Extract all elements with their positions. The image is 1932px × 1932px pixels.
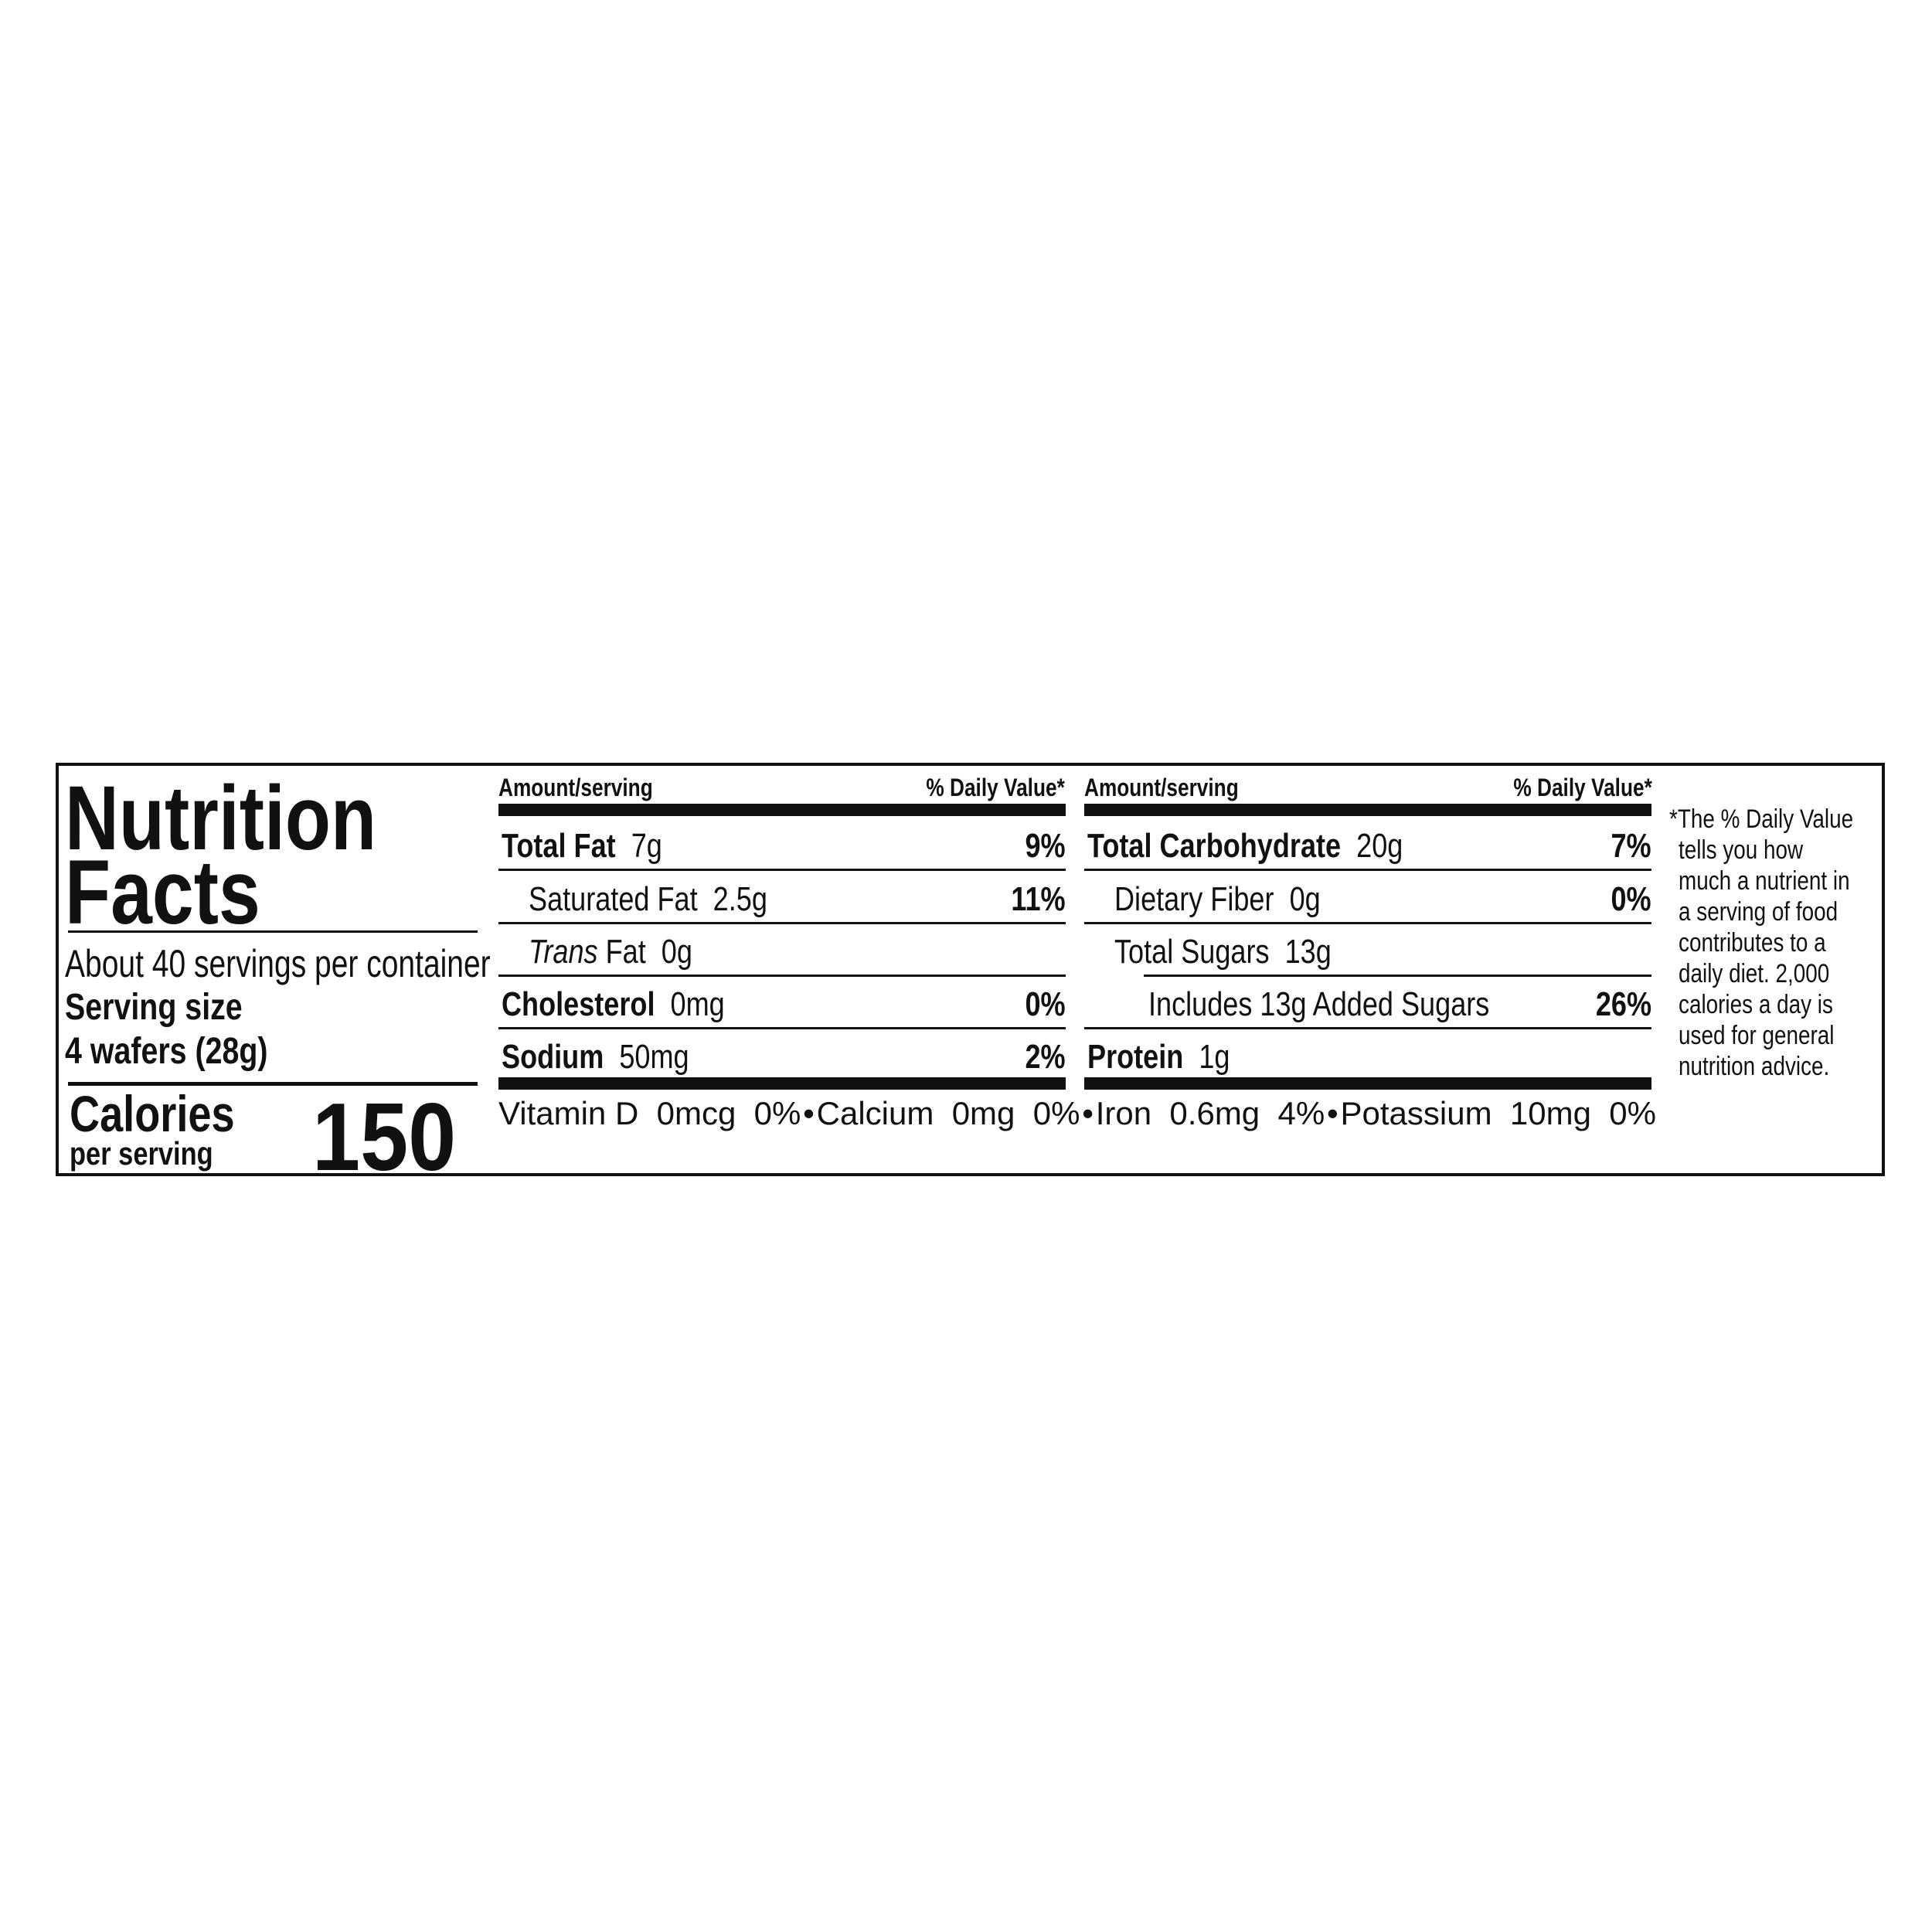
nutrient-row-total-fat: Total Fat 7g 9% [502,827,1066,865]
thick-divider [1084,804,1651,816]
nutrient-row-total-carbohydrate: Total Carbohydrate 20g 7% [1087,827,1651,865]
thick-divider [1084,1077,1651,1090]
title-nutrition: Nutrition [65,767,377,869]
bullet: • [803,1095,815,1131]
divider [68,930,478,933]
vitamins-minerals-line: Vitamin D 0mcg 0% • Calcium 0mg 0% • Iro… [498,1097,1656,1130]
nutrient-row-added-sugars: Includes 13g Added Sugars 26% [1148,985,1651,1023]
nutrient-row-trans-fat: Trans Fat 0g [529,933,692,971]
divider [1084,869,1651,871]
calories-per-serving: per serving [70,1135,213,1172]
divider [1084,1027,1651,1029]
potassium: Potassium 10mg 0% [1340,1095,1656,1131]
divider [498,922,1066,924]
daily-value-header: % Daily Value* [1513,774,1652,801]
amount-serving-header: Amount/serving [1084,774,1239,801]
daily-value-header: % Daily Value* [926,774,1065,801]
bullet: • [1326,1095,1338,1131]
servings-per-container: About 40 servings per container [65,942,491,985]
divider [498,869,1066,871]
serving-size-label: Serving size [65,987,243,1028]
nutrient-row-saturated-fat: Saturated Fat 2.5g 11% [529,880,1066,918]
divider [68,1082,478,1086]
vitamin-d: Vitamin D 0mcg 0% [498,1095,801,1131]
thick-divider [498,1077,1066,1090]
divider [1144,975,1651,977]
calories-value: 150 [312,1084,457,1191]
nutrient-row-total-sugars: Total Sugars 13g [1114,933,1332,971]
amount-serving-header: Amount/serving [498,774,653,801]
thick-divider [498,804,1066,816]
serving-size-value: 4 wafers (28g) [65,1031,268,1072]
bullet: • [1082,1095,1094,1131]
divider [1084,922,1651,924]
divider [498,975,1066,977]
nutrient-row-sodium: Sodium 50mg 2% [502,1038,1066,1076]
iron: Iron 0.6mg 4% [1095,1095,1325,1131]
nutrient-row-cholesterol: Cholesterol 0mg 0% [502,985,1066,1023]
nutrient-row-protein: Protein 1g [1087,1038,1230,1076]
nutrient-row-dietary-fiber: Dietary Fiber 0g 0% [1114,880,1651,918]
calories-label: Calories [70,1085,235,1142]
calcium: Calcium 0mg 0% [816,1095,1080,1131]
title-facts: Facts [65,842,260,944]
nutrition-facts-label [56,763,1885,1176]
divider [498,1027,1066,1029]
